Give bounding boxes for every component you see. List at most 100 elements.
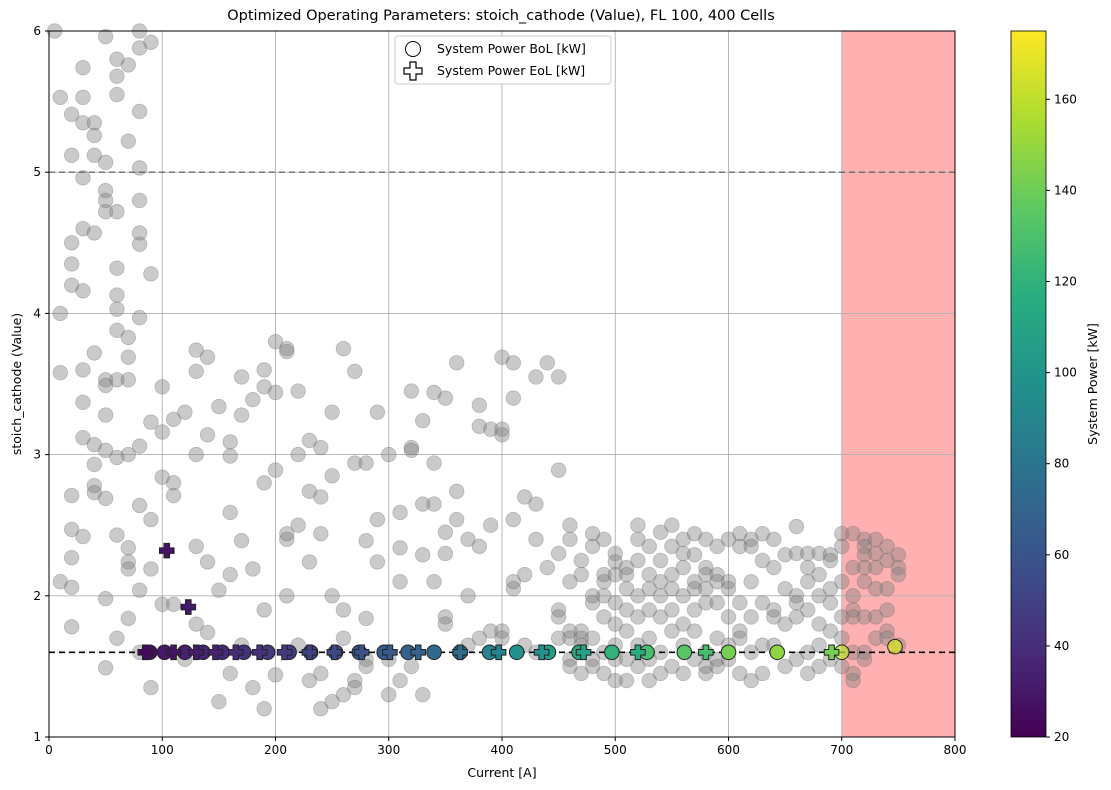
background-point bbox=[426, 496, 442, 512]
background-point bbox=[879, 581, 895, 597]
background-point bbox=[267, 462, 284, 478]
colorbar-label: System Power [kW] bbox=[1085, 323, 1100, 445]
background-point bbox=[630, 531, 646, 548]
y-tick-label: 2 bbox=[33, 589, 41, 603]
x-tick-label: 200 bbox=[264, 743, 287, 757]
background-point bbox=[120, 561, 136, 577]
background-point bbox=[550, 369, 567, 385]
background-point bbox=[834, 525, 850, 542]
background-point bbox=[52, 365, 69, 381]
background-point bbox=[528, 369, 544, 385]
background-point bbox=[63, 487, 80, 504]
background-point bbox=[131, 497, 148, 514]
background-point bbox=[120, 554, 136, 570]
background-point bbox=[494, 421, 510, 437]
bol-point bbox=[887, 638, 903, 655]
background-point bbox=[698, 566, 714, 583]
background-point bbox=[834, 573, 850, 590]
background-point bbox=[709, 658, 725, 675]
background-point bbox=[709, 573, 725, 590]
background-point bbox=[596, 609, 612, 625]
background-point bbox=[63, 521, 80, 538]
background-point bbox=[720, 581, 737, 597]
legend-bol-label: System Power BoL [kW] bbox=[437, 41, 586, 56]
background-point bbox=[856, 651, 873, 668]
background-point bbox=[165, 411, 182, 428]
background-point bbox=[267, 384, 284, 401]
background-point bbox=[618, 623, 635, 639]
eol-point bbox=[382, 644, 398, 661]
background-point bbox=[494, 630, 510, 646]
background-point bbox=[109, 260, 125, 276]
background-point bbox=[120, 133, 136, 149]
background-point bbox=[630, 517, 646, 533]
background-point bbox=[392, 504, 408, 521]
background-point bbox=[800, 602, 816, 618]
eol-point bbox=[207, 644, 224, 661]
background-point bbox=[358, 658, 374, 675]
y-axis: 1 2 3 4 5 6 bbox=[33, 24, 49, 744]
background-point bbox=[109, 204, 125, 220]
background-point bbox=[63, 579, 80, 596]
background-point bbox=[199, 427, 216, 443]
eol-point bbox=[326, 644, 343, 661]
background-point bbox=[86, 225, 103, 241]
background-point bbox=[358, 610, 374, 627]
background-point bbox=[347, 455, 363, 471]
x-tick-label: 500 bbox=[604, 743, 627, 757]
background-point bbox=[52, 305, 69, 322]
background-point bbox=[698, 531, 714, 548]
eol-point bbox=[251, 644, 268, 661]
background-point bbox=[75, 394, 91, 411]
background-point bbox=[664, 538, 680, 555]
background-point bbox=[165, 596, 182, 612]
background-point bbox=[652, 665, 669, 682]
background-point bbox=[811, 616, 827, 632]
background-point bbox=[245, 391, 261, 408]
background-point bbox=[222, 566, 238, 583]
background-point bbox=[75, 362, 91, 378]
background-point bbox=[120, 372, 136, 388]
background-point bbox=[732, 623, 748, 639]
background-point bbox=[188, 616, 204, 632]
colorbar-tick-label: 120 bbox=[1054, 275, 1077, 289]
background-point bbox=[233, 369, 250, 385]
background-point bbox=[754, 552, 771, 569]
background-point bbox=[211, 398, 227, 415]
background-point bbox=[97, 407, 114, 423]
background-point bbox=[437, 390, 454, 406]
background-point bbox=[471, 397, 488, 413]
background-point bbox=[584, 588, 601, 604]
background-point bbox=[301, 554, 318, 570]
background-point bbox=[256, 362, 272, 378]
background-point bbox=[97, 377, 114, 394]
background-point bbox=[720, 609, 737, 625]
background-point bbox=[460, 531, 476, 548]
background-point bbox=[256, 602, 272, 618]
background-point bbox=[131, 192, 148, 209]
background-point bbox=[267, 333, 284, 350]
background-point bbox=[607, 554, 623, 570]
background-point bbox=[63, 147, 80, 163]
background-point bbox=[279, 588, 295, 604]
background-point bbox=[211, 694, 227, 710]
background-points bbox=[46, 23, 907, 717]
background-point bbox=[449, 483, 465, 500]
eol-point bbox=[137, 644, 154, 661]
background-point bbox=[188, 363, 204, 379]
background-point bbox=[539, 559, 556, 576]
background-point bbox=[154, 379, 170, 395]
background-point bbox=[743, 609, 759, 625]
background-point bbox=[109, 322, 125, 339]
background-point bbox=[199, 349, 216, 365]
x-tick-label: 100 bbox=[151, 743, 174, 757]
eol-point bbox=[276, 644, 293, 661]
background-point bbox=[471, 418, 488, 435]
background-point bbox=[335, 341, 352, 357]
background-point bbox=[822, 595, 839, 611]
background-point bbox=[245, 561, 261, 577]
eol-point bbox=[158, 542, 175, 559]
background-point bbox=[652, 573, 669, 590]
background-point bbox=[437, 524, 454, 540]
background-point bbox=[720, 573, 737, 590]
